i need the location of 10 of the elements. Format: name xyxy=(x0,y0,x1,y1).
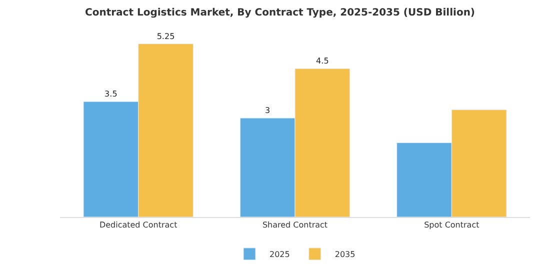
data-label: 3.5 xyxy=(104,90,118,99)
legend-label: 2035 xyxy=(334,250,356,260)
x-tick-label: Shared Contract xyxy=(262,220,328,230)
x-tick-label: Spot Contract xyxy=(424,220,480,230)
legend-label: 2025 xyxy=(270,250,290,260)
x-tick-label: Dedicated Contract xyxy=(99,220,178,230)
data-label: 5.25 xyxy=(156,32,175,41)
chart-title: Contract Logistics Market, By Contract Type, 2025-2035 (USD Billion) xyxy=(84,7,476,18)
data-label: 3 xyxy=(265,106,270,116)
data-label: 4.5 xyxy=(316,56,329,66)
